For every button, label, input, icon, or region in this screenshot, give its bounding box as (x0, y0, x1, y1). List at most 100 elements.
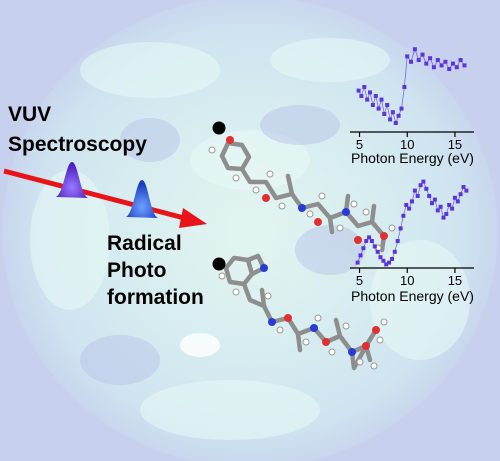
radical-dot-2 (212, 257, 226, 271)
data-point (458, 58, 463, 62)
data-point (388, 117, 393, 122)
data-point (401, 213, 406, 218)
data-point (424, 186, 429, 191)
x-tick-label: 10 (400, 137, 414, 152)
data-point (375, 249, 380, 254)
data-point (447, 67, 452, 71)
data-point (416, 58, 421, 62)
label-vuv: VUV (8, 103, 52, 126)
label-spectroscopy: Spectroscopy (8, 133, 147, 156)
data-point (418, 183, 423, 188)
data-point (396, 113, 401, 118)
molecule-tyrosine-peptide (208, 136, 396, 253)
data-point (369, 239, 374, 243)
data-point (444, 212, 449, 216)
data-point (458, 192, 463, 197)
sun-shadows (80, 105, 365, 385)
arrow-head (179, 208, 207, 228)
data-point (454, 65, 459, 70)
data-point (398, 226, 403, 231)
laser-beam-arrow (3, 168, 189, 222)
data-point (421, 179, 426, 184)
data-point (428, 56, 433, 61)
data-point (420, 52, 425, 57)
data-point (356, 88, 361, 93)
data-point (359, 94, 364, 98)
sun-texture (30, 38, 470, 440)
chart1-x-axis-title: Photon Energy (eV) (351, 150, 474, 166)
data-point (365, 97, 370, 102)
data-point (390, 257, 394, 261)
data-point (452, 195, 457, 200)
data-point (373, 94, 378, 98)
data-point (384, 262, 389, 267)
data-point (385, 103, 390, 107)
data-point (399, 106, 404, 111)
data-point (372, 244, 377, 249)
data-point (432, 197, 437, 202)
light-pulse-1 (56, 162, 88, 198)
data-point (424, 61, 429, 66)
data-point (364, 239, 369, 243)
data-point (443, 59, 448, 64)
data-point (447, 203, 452, 207)
data-point (405, 54, 410, 59)
data-point (370, 103, 375, 107)
x-tick-label: 15 (448, 273, 462, 288)
data-point (393, 121, 398, 125)
data-point (435, 208, 440, 213)
data-point (402, 85, 407, 89)
data-point (378, 255, 383, 260)
data-point (368, 90, 372, 95)
label-radical: Radical (107, 232, 182, 255)
x-tick-label: 10 (400, 273, 414, 288)
data-point (395, 239, 400, 243)
x-tick-label: 5 (356, 137, 363, 152)
data-point (462, 63, 467, 68)
data-point (362, 85, 367, 89)
data-point (435, 58, 440, 62)
data-point (430, 201, 434, 206)
data-point (450, 206, 455, 211)
molecule-tryptophan-peptide (218, 253, 388, 371)
data-point (387, 260, 392, 265)
data-point (464, 188, 469, 193)
x-tick-label: 5 (356, 273, 363, 288)
data-point (376, 106, 381, 111)
data-point (415, 194, 420, 198)
data-point (382, 112, 387, 116)
data-point (392, 249, 397, 254)
label-formation: formation (107, 286, 204, 309)
data-point (461, 185, 466, 189)
data-point (455, 199, 460, 204)
data-point (439, 63, 444, 68)
solar-flare-spot (180, 333, 220, 357)
data-point (379, 97, 384, 102)
data-point (358, 253, 363, 258)
data-point (412, 47, 417, 52)
radical-dot-1 (212, 121, 226, 135)
x-tick-label: 15 (448, 137, 462, 152)
label-photo: Photo (107, 259, 167, 282)
data-point (355, 260, 360, 265)
data-point (367, 235, 372, 240)
vuv-spectrum-chart-top: 5 10 15 (350, 47, 474, 152)
data-point (427, 194, 432, 198)
data-point (410, 199, 414, 204)
data-point (438, 204, 443, 209)
data-point (390, 110, 395, 115)
data-point (409, 59, 413, 64)
data-point (407, 206, 412, 211)
vuv-spectrum-chart-bottom: 5 10 15 (350, 179, 474, 288)
data-point (412, 188, 417, 193)
chart2-x-axis-title: Photon Energy (eV) (351, 288, 474, 304)
data-point (404, 203, 409, 207)
data-point (441, 215, 446, 220)
data-point (381, 258, 386, 263)
data-point (451, 61, 455, 66)
data-point (361, 246, 366, 251)
light-pulse-2 (126, 180, 158, 218)
data-point (431, 65, 436, 70)
